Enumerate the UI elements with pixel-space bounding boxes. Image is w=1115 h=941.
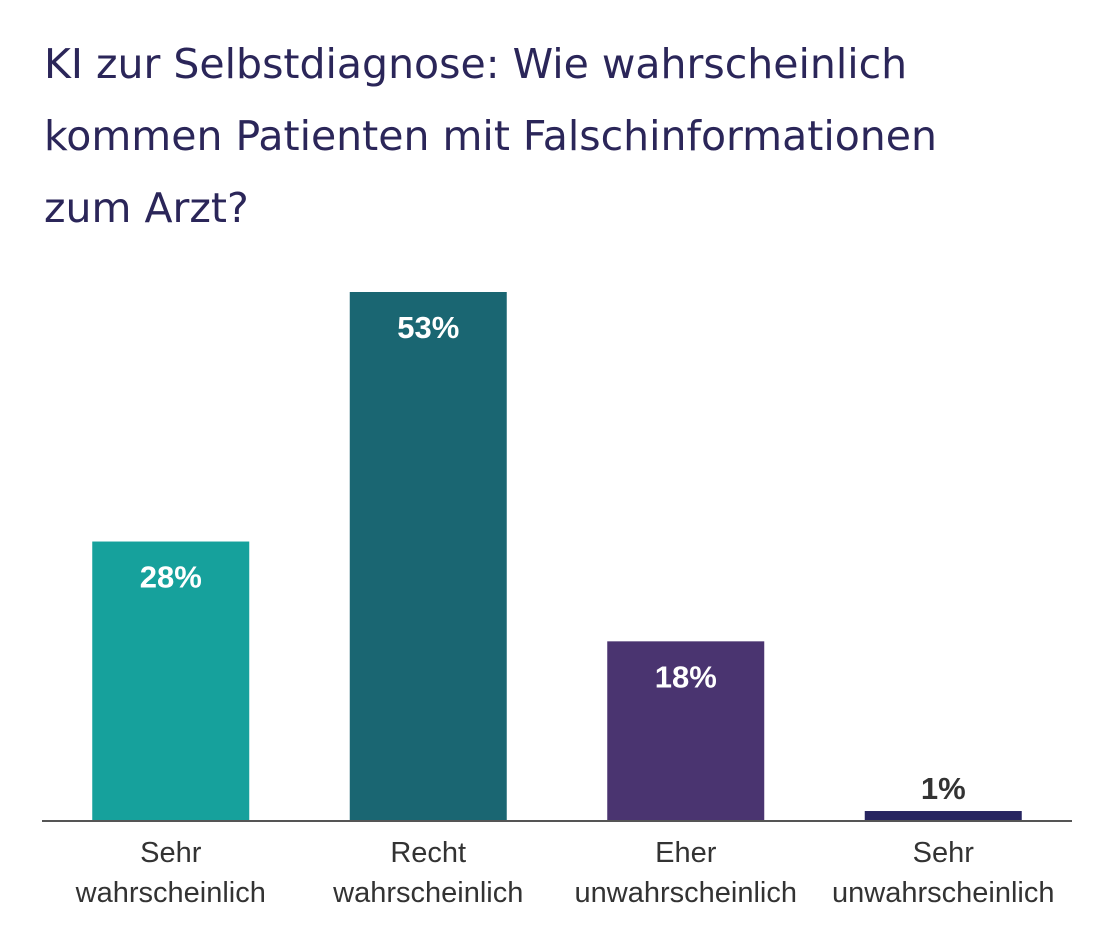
bar-1 <box>92 541 250 821</box>
bar-2 <box>349 292 507 821</box>
bars-group <box>92 292 1022 821</box>
category-label-1-line-2: wahrscheinlich <box>75 877 266 909</box>
bar-value-label-2: 53% <box>397 310 459 345</box>
bar-3 <box>607 641 765 821</box>
category-label-3-line-1: Eher <box>655 837 717 869</box>
labels-group: 28% Sehr wahrscheinlich 53% Recht wahrscheinl… <box>75 310 1055 909</box>
chart-title: KI zur Selbstdiagnose: Wie wahrscheinlic… <box>44 28 1084 244</box>
bar-4 <box>864 811 1022 821</box>
chart-title-line-2: kommen Patienten mit Falschinformationen <box>44 112 937 160</box>
category-label-1-line-1: Sehr <box>140 837 202 869</box>
category-label-4-line-2: unwahrscheinlich <box>832 877 1054 909</box>
bar-value-label-3: 18% <box>655 659 717 694</box>
category-label-3-line-2: unwahrscheinlich <box>575 877 797 909</box>
bar-value-label-4: 1% <box>921 771 966 806</box>
chart-title-line-3: zum Arzt? <box>44 184 249 232</box>
category-label-2-line-1: Recht <box>390 837 466 869</box>
bar-value-label-1: 28% <box>140 560 202 595</box>
category-label-4-line-1: Sehr <box>913 837 975 869</box>
chart-title-line-1: KI zur Selbstdiagnose: Wie wahrscheinlic… <box>44 40 908 88</box>
category-label-2-line-2: wahrscheinlich <box>332 877 523 909</box>
